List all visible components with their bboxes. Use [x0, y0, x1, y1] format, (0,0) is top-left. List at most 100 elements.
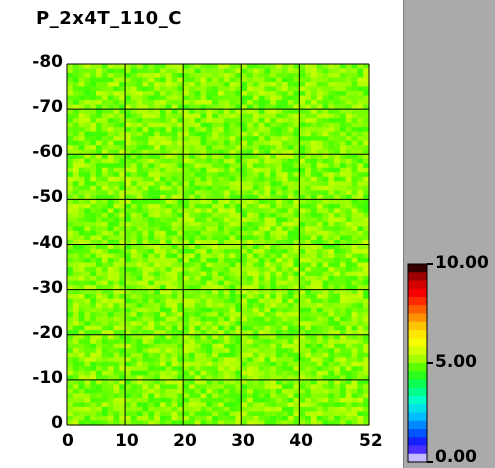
heatmap-cell — [72, 163, 80, 169]
heatmap-cell — [281, 100, 289, 106]
heatmap-cell — [328, 334, 335, 340]
heatmap-cell — [252, 375, 260, 381]
heatmap-cell — [299, 298, 306, 304]
heatmap-cell — [125, 330, 132, 336]
heatmap-cell — [171, 176, 178, 182]
heatmap-cell — [218, 91, 225, 97]
heatmap-cell — [316, 303, 324, 309]
heatmap-cell — [200, 221, 207, 228]
heatmap-cell — [206, 154, 213, 160]
heatmap-cell — [218, 334, 225, 340]
heatmap-cell — [136, 339, 144, 345]
heatmap-cell — [287, 230, 295, 237]
heatmap-cell — [363, 167, 370, 173]
heatmap-cell — [345, 316, 353, 322]
heatmap-cell — [107, 379, 115, 385]
heatmap-cell — [90, 68, 97, 74]
heatmap-cell — [212, 294, 219, 300]
heatmap-cell — [264, 235, 271, 241]
heatmap-cell — [130, 203, 138, 209]
heatmap-cell — [328, 235, 335, 241]
heatmap-cell — [247, 73, 254, 79]
heatmap-cell — [305, 104, 312, 110]
heatmap-cell — [322, 154, 329, 160]
heatmap-cell — [130, 361, 138, 367]
x-tick-label: 0 — [62, 431, 74, 451]
heatmap-cell — [241, 185, 248, 191]
heatmap-cell — [148, 167, 155, 173]
heatmap-cell — [142, 131, 149, 137]
heatmap-cell — [334, 402, 341, 408]
heatmap-cell — [218, 312, 225, 318]
heatmap-cell — [235, 239, 242, 246]
heatmap-cell — [316, 100, 324, 106]
heatmap-cell — [212, 334, 219, 340]
heatmap-cell — [351, 303, 358, 309]
heatmap-cell — [357, 402, 364, 408]
heatmap-cell — [235, 370, 242, 376]
heatmap-cell — [90, 321, 97, 327]
heatmap-cell — [148, 316, 155, 322]
heatmap-cell — [241, 104, 248, 110]
heatmap-cell — [218, 357, 225, 363]
heatmap-cell — [345, 370, 353, 376]
heatmap-cell — [363, 185, 370, 191]
heatmap-cell — [276, 140, 283, 146]
heatmap-cell — [310, 276, 318, 282]
heatmap-cell — [119, 140, 126, 146]
heatmap-cell — [90, 109, 97, 115]
heatmap-cell — [322, 212, 329, 219]
heatmap-cell — [136, 149, 144, 155]
heatmap-cell — [363, 140, 370, 146]
heatmap-cell — [212, 253, 219, 259]
heatmap-cell — [101, 122, 109, 128]
heatmap-cell — [316, 86, 324, 92]
heatmap-cell — [276, 167, 283, 173]
heatmap-cell — [339, 312, 347, 318]
heatmap-cell — [334, 343, 341, 349]
heatmap-cell — [159, 411, 167, 417]
heatmap-cell — [229, 339, 237, 345]
heatmap-cell — [148, 312, 155, 318]
heatmap-cell — [310, 203, 318, 209]
heatmap-cell — [130, 167, 138, 173]
heatmap-cell — [78, 334, 86, 340]
heatmap-cell — [78, 285, 86, 291]
heatmap-cell — [165, 86, 173, 92]
heatmap-cell — [130, 267, 138, 273]
heatmap-cell — [351, 226, 358, 232]
heatmap-cell — [218, 330, 225, 336]
heatmap-cell — [72, 330, 80, 336]
heatmap-cell — [252, 384, 260, 390]
heatmap-cell — [78, 321, 86, 327]
heatmap-cell — [276, 285, 283, 291]
heatmap-cell — [334, 73, 341, 79]
heatmap-cell — [67, 393, 74, 399]
heatmap-cell — [218, 140, 225, 146]
heatmap-cell — [78, 199, 86, 205]
heatmap-cell — [125, 393, 132, 399]
heatmap-cell — [334, 212, 341, 219]
heatmap-cell — [264, 339, 271, 345]
heatmap-cell — [96, 163, 103, 169]
heatmap-cell — [113, 109, 120, 115]
heatmap-cell — [200, 249, 207, 255]
heatmap-cell — [229, 280, 237, 286]
heatmap-cell — [136, 384, 144, 390]
heatmap-cell — [119, 118, 126, 124]
heatmap-cell — [136, 154, 144, 160]
heatmap-cell — [136, 68, 144, 74]
heatmap-cell — [212, 100, 219, 106]
heatmap-cell — [165, 154, 173, 160]
heatmap-cell — [258, 64, 266, 70]
heatmap-cell — [119, 239, 126, 246]
heatmap-cell — [119, 244, 126, 250]
heatmap-cell — [177, 91, 184, 97]
heatmap-cell — [96, 118, 103, 124]
heatmap-cell — [229, 190, 237, 196]
heatmap-cell — [183, 343, 190, 349]
heatmap-cell — [247, 249, 254, 255]
heatmap-cell — [270, 113, 277, 119]
heatmap-cell — [125, 163, 132, 169]
heatmap-cell — [293, 136, 300, 142]
